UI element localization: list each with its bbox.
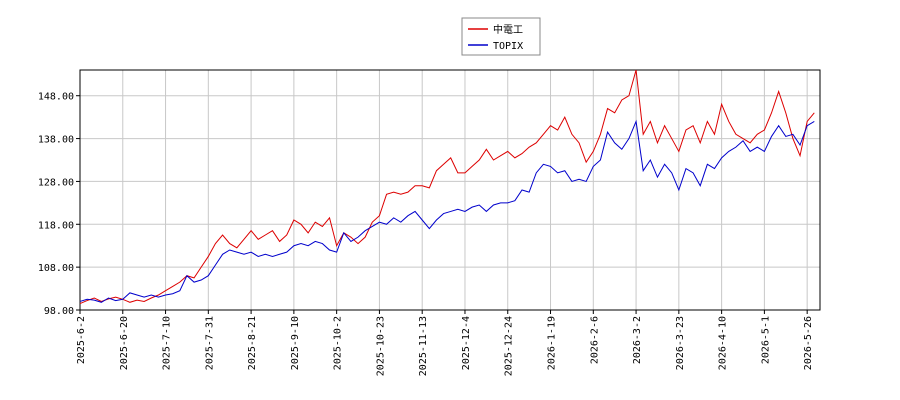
x-tick-label: 2025-7-10 [162,316,173,370]
x-tick-label: 2025-7-31 [204,316,215,370]
x-tick-label: 2026-5-1 [760,316,771,364]
x-tick-label: 2026-3-2 [632,316,643,364]
x-tick-label: 2026-4-10 [718,316,729,370]
x-tick-label: 2026-3-23 [675,316,686,370]
x-tick-label: 2025-12-4 [461,316,472,370]
y-tick-label: 108.00 [38,263,74,274]
series-line [79,119,815,303]
legend-box [461,17,541,56]
legend-label: 中電工 [493,23,523,36]
x-tick-label: 2025-6-2 [76,316,87,364]
y-tick-label: 128.00 [38,177,74,188]
x-tick-label: 2025-9-10 [290,316,301,370]
x-tick-label: 2025-6-20 [119,316,130,370]
x-tick-label: 2025-11-13 [418,316,429,376]
y-tick-label: 138.00 [38,135,74,146]
plot-frame [79,69,821,311]
y-tick-label: 148.00 [38,92,74,103]
legend: 中電工 TOPIX [461,17,541,56]
x-tick-label: 2025-10-23 [375,316,386,376]
x-tick-label: 2026-2-6 [589,316,600,364]
y-tick-label: 98.00 [44,306,74,317]
x-tick-label: 2026-5-26 [803,316,814,370]
x-tick-label: 2025-12-24 [504,316,515,376]
x-tick-label: 2025-8-21 [247,316,258,370]
x-tick-label: 2026-1-19 [547,316,558,370]
y-tick-label: 118.00 [38,220,74,231]
legend-label: TOPIX [493,41,523,52]
x-tick-label: 2025-10-2 [333,316,344,370]
series-line [79,69,815,305]
